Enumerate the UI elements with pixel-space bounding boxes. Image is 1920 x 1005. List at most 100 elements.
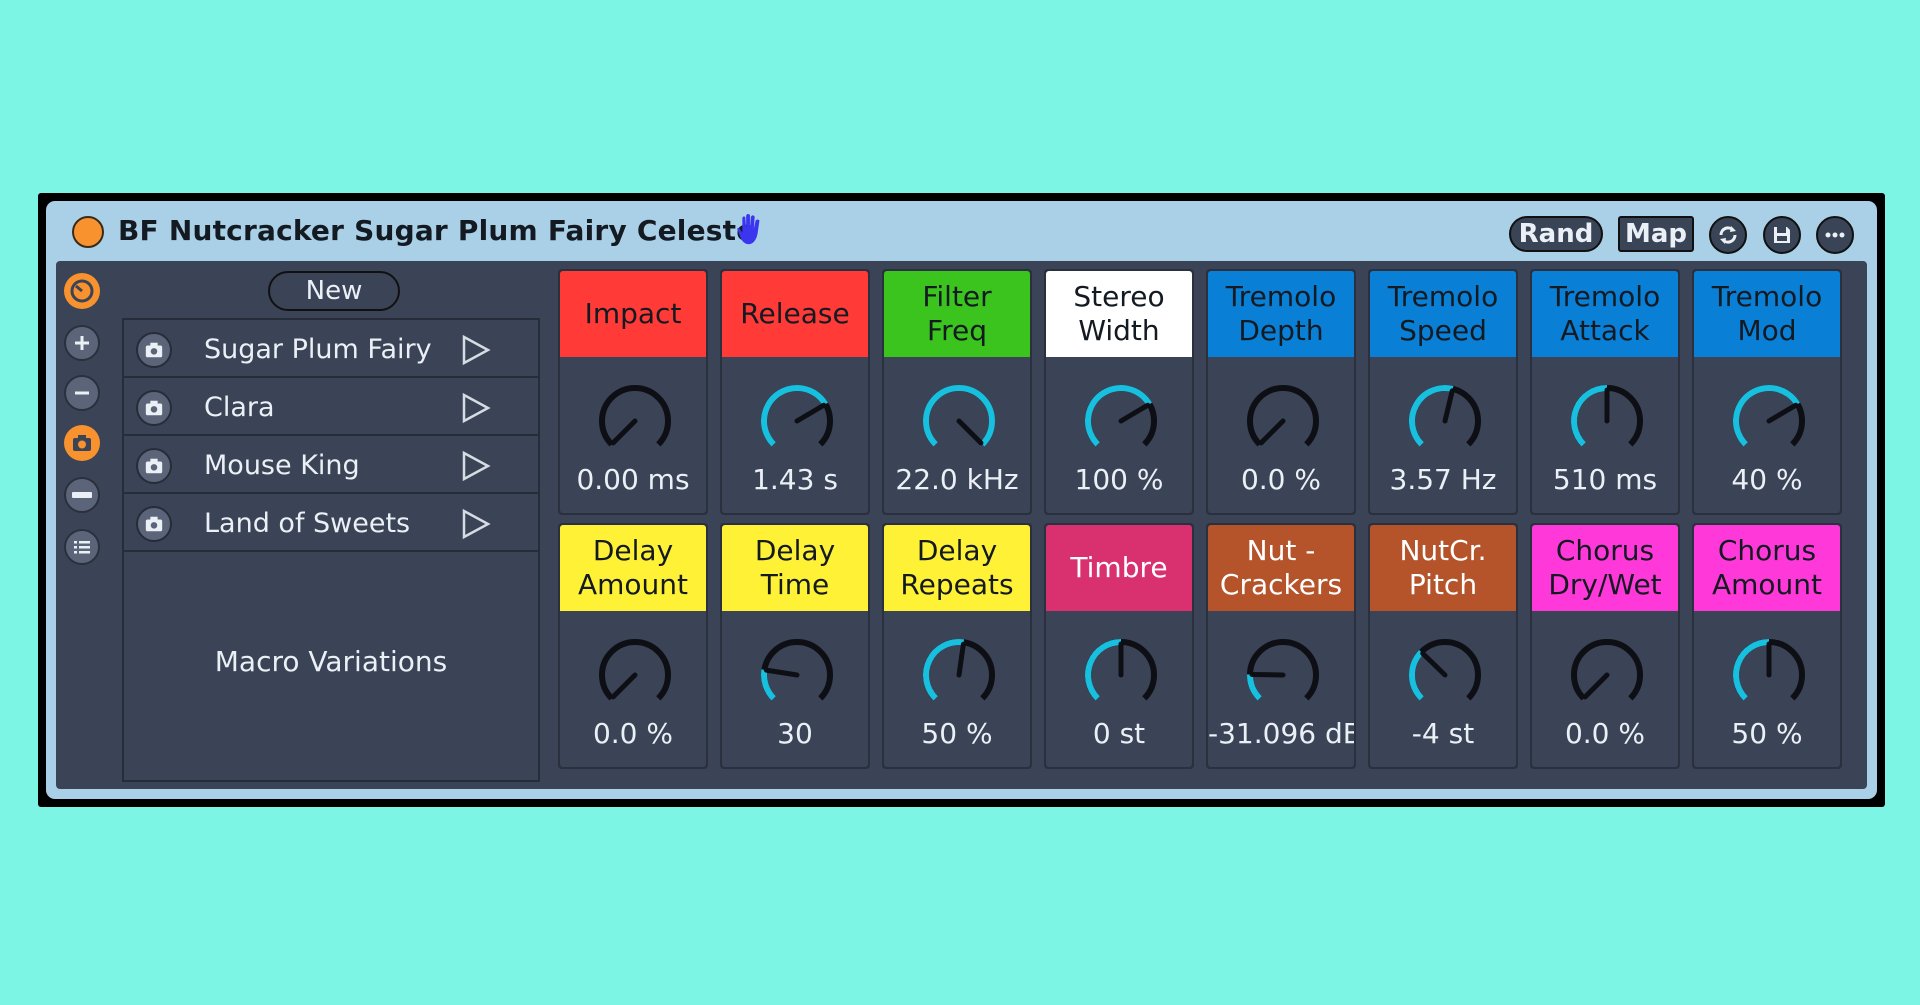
macro-knob[interactable] <box>1081 635 1161 715</box>
macro-name-text: NutCr. Pitch <box>1399 534 1487 601</box>
variation-row[interactable]: Mouse King <box>124 436 538 494</box>
knob-needle <box>763 667 800 678</box>
macro-cell-body: Tremolo Speed 3.57 Hz <box>1370 271 1516 513</box>
knob-needle <box>1582 672 1610 700</box>
macro-cell: Delay Amount 0.0 % <box>558 523 708 769</box>
macro-name-text: Chorus Dry/Wet <box>1548 534 1662 601</box>
macro-name-label[interactable]: Tremolo Mod <box>1694 271 1840 357</box>
macro-name-label[interactable]: Chorus Amount <box>1694 525 1840 611</box>
macro-value[interactable]: 100 % <box>1074 463 1164 496</box>
knob-value-arc <box>1409 649 1424 701</box>
macro-name-label[interactable]: Delay Repeats <box>884 525 1030 611</box>
macro-knob[interactable] <box>1405 381 1485 461</box>
macro-value[interactable]: 0.0 % <box>1240 463 1322 496</box>
macro-value[interactable]: 0.0 % <box>592 717 674 750</box>
variation-name: Land of Sweets <box>204 508 411 539</box>
macro-value[interactable]: 0 st <box>1092 717 1146 750</box>
macro-knob[interactable] <box>595 635 675 715</box>
macro-name-label[interactable]: Release <box>722 271 868 357</box>
macro-cell-body: Chorus Amount 50 % <box>1694 525 1840 767</box>
macro-name-text: Delay Amount <box>577 534 689 601</box>
macro-knob[interactable] <box>1243 635 1323 715</box>
new-variation-button[interactable]: New <box>268 271 400 311</box>
macro-value[interactable]: -4 st <box>1411 717 1475 750</box>
macro-name-label[interactable]: Stereo Width <box>1046 271 1192 357</box>
macro-value[interactable]: 50 % <box>1731 717 1803 750</box>
macro-name-label[interactable]: Tremolo Attack <box>1532 271 1678 357</box>
macro-name-label[interactable]: Tremolo Depth <box>1208 271 1354 357</box>
macro-knob[interactable] <box>919 381 999 461</box>
rand-button[interactable]: Rand <box>1509 216 1603 252</box>
macro-value[interactable]: 3.57 Hz <box>1389 463 1497 496</box>
macro-value[interactable]: 50 % <box>921 717 993 750</box>
macro-name-label[interactable]: Delay Amount <box>560 525 706 611</box>
macro-value[interactable]: 0.00 ms <box>576 463 690 496</box>
macro-name-label[interactable]: Nut - Crackers <box>1208 525 1354 611</box>
hand-icon[interactable] <box>730 211 768 249</box>
macro-knob[interactable] <box>595 381 675 461</box>
macro-knob[interactable] <box>1729 381 1809 461</box>
macro-knob[interactable] <box>1243 381 1323 461</box>
knob-needle <box>1442 388 1455 424</box>
map-button[interactable]: Map <box>1618 216 1694 252</box>
macro-name-label[interactable]: Timbre <box>1046 525 1192 611</box>
macro-cell-body: NutCr. Pitch -4 st <box>1370 525 1516 767</box>
macro-knob[interactable] <box>1405 635 1485 715</box>
add-macro-icon[interactable] <box>64 325 100 361</box>
macro-cell: Nut - Crackers -31.096 dB <box>1206 523 1356 769</box>
macro-value[interactable]: -31.096 dB <box>1208 717 1354 750</box>
remove-macro-icon[interactable] <box>64 375 100 411</box>
macro-name-label[interactable]: Chorus Dry/Wet <box>1532 525 1678 611</box>
macro-name-text: Timbre <box>1070 551 1168 584</box>
macro-value[interactable]: 30 <box>777 717 813 750</box>
camera-icon[interactable] <box>136 448 172 484</box>
macro-value[interactable]: 22.0 kHz <box>895 463 1019 496</box>
save-icon[interactable] <box>1763 216 1801 254</box>
macro-name-label[interactable]: Filter Freq <box>884 271 1030 357</box>
macro-knob[interactable] <box>1567 381 1647 461</box>
macro-variations-camera-icon[interactable] <box>64 425 100 461</box>
refresh-icon[interactable] <box>1709 216 1747 254</box>
device-title: BF Nutcracker Sugar Plum Fairy Celeste <box>118 214 756 247</box>
variation-row[interactable]: Land of Sweets <box>124 494 538 552</box>
more-icon[interactable] <box>1816 216 1854 254</box>
macro-knob[interactable] <box>757 635 837 715</box>
macro-knob[interactable] <box>1567 635 1647 715</box>
macro-value[interactable]: 510 ms <box>1552 463 1658 496</box>
macro-value[interactable]: 1.43 s <box>752 463 838 496</box>
rack-device: BF Nutcracker Sugar Plum Fairy Celeste R… <box>38 193 1885 807</box>
variation-name: Clara <box>204 392 275 423</box>
macro-knob[interactable] <box>919 635 999 715</box>
camera-icon[interactable] <box>136 390 172 426</box>
play-icon[interactable] <box>458 507 492 541</box>
macro-knob[interactable] <box>1729 635 1809 715</box>
macro-cell: Release 1.43 s <box>720 269 870 515</box>
macro-name-text: Stereo Width <box>1073 280 1165 347</box>
macro-knob-view-icon[interactable] <box>64 273 100 309</box>
macro-knob[interactable] <box>757 381 837 461</box>
knob-track <box>599 385 671 447</box>
camera-icon[interactable] <box>136 332 172 368</box>
macro-name-text: Tremolo Speed <box>1387 280 1499 347</box>
macro-cell: Chorus Amount 50 % <box>1692 523 1842 769</box>
variation-row[interactable]: Sugar Plum Fairy <box>124 320 538 378</box>
mapping-list-icon[interactable] <box>64 529 100 565</box>
macro-name-text: Tremolo Attack <box>1549 280 1661 347</box>
macro-knob[interactable] <box>1081 381 1161 461</box>
macro-name-label[interactable]: Delay Time <box>722 525 868 611</box>
camera-icon[interactable] <box>136 506 172 542</box>
power-icon[interactable] <box>72 216 104 248</box>
randomize-exclude-icon[interactable] <box>64 477 100 513</box>
macro-value[interactable]: 0.0 % <box>1564 717 1646 750</box>
macro-value[interactable]: 40 % <box>1731 463 1803 496</box>
play-icon[interactable] <box>458 391 492 425</box>
macro-name-label[interactable]: NutCr. Pitch <box>1370 525 1516 611</box>
macro-cell: Stereo Width 100 % <box>1044 269 1194 515</box>
macro-name-label[interactable]: Tremolo Speed <box>1370 271 1516 357</box>
macro-name-label[interactable]: Impact <box>560 271 706 357</box>
play-icon[interactable] <box>458 333 492 367</box>
variation-name: Mouse King <box>204 450 360 481</box>
variation-row[interactable]: Clara <box>124 378 538 436</box>
play-icon[interactable] <box>458 449 492 483</box>
macro-cell-body: Stereo Width 100 % <box>1046 271 1192 513</box>
